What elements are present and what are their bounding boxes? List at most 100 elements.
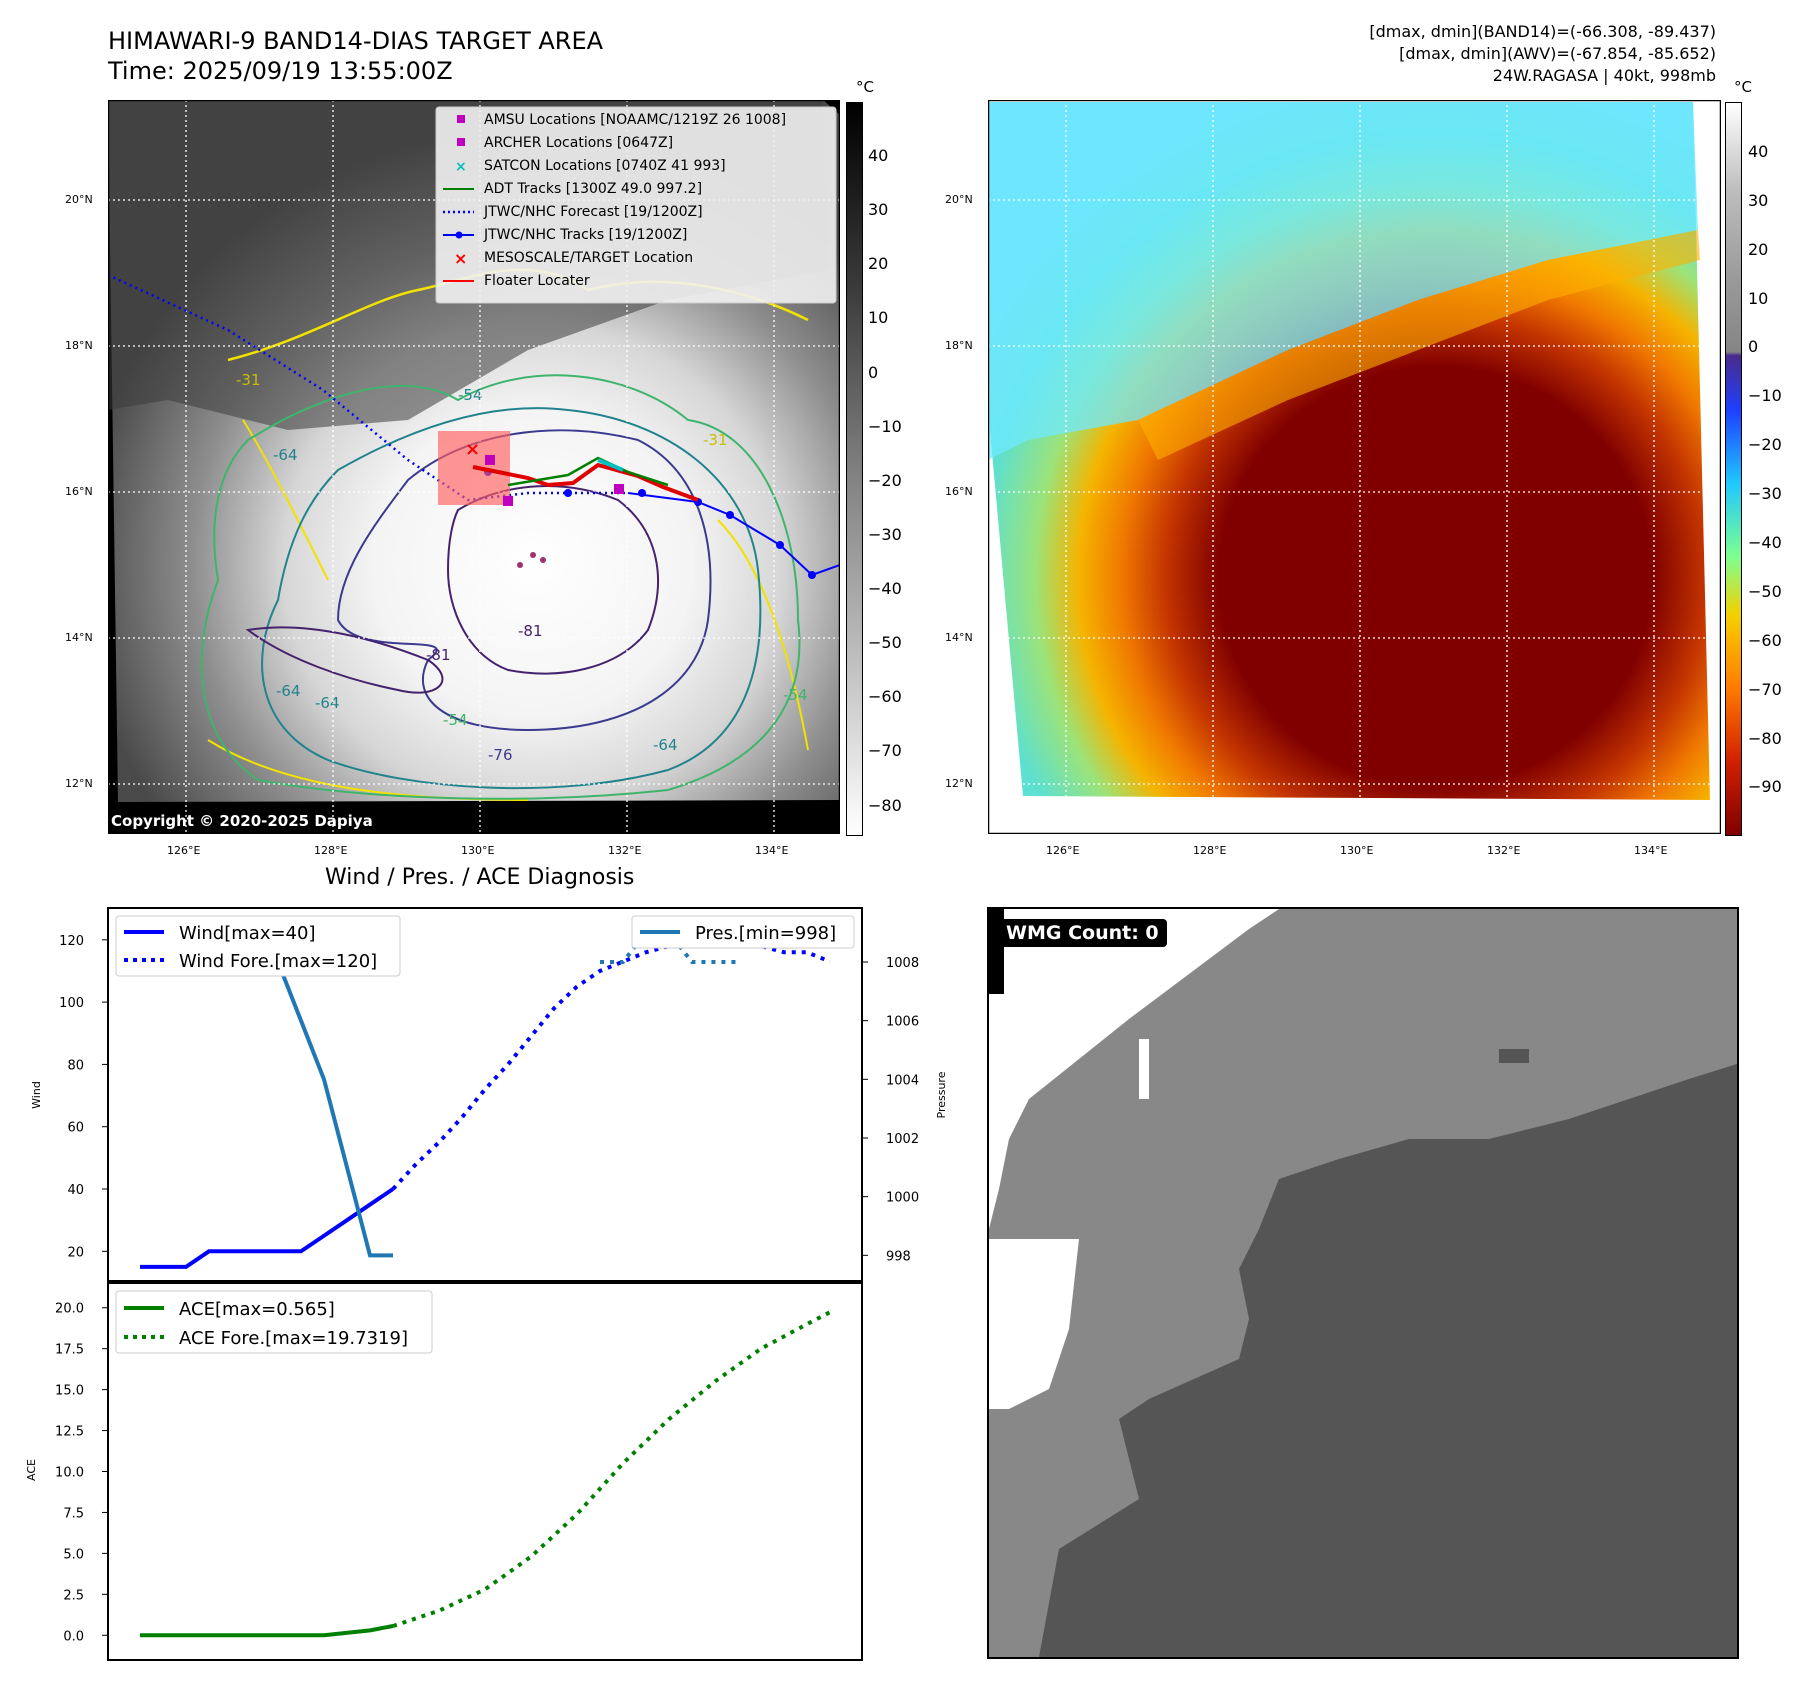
wind-ytick-label: 40 [67,1183,84,1198]
svg-text:-76: -76 [488,746,513,764]
colorbar1-tick: 0 [868,363,879,382]
svg-text:-81: -81 [518,622,543,640]
lat-label: 20°N [945,193,973,206]
svg-text:ARCHER Locations [0647Z]: ARCHER Locations [0647Z] [484,135,673,151]
lat-label: 20°N [65,193,93,206]
ace-ytick-label: 12.5 [55,1425,84,1440]
wind-series-line-2 [138,931,393,1258]
svg-text:ACE[max=0.565]: ACE[max=0.565] [179,1299,335,1320]
svg-text:-31: -31 [703,431,728,449]
pressure-ytick-label: 1008 [886,956,919,971]
band14-range: [dmax, dmin](BAND14)=(-66.308, -89.437) [1369,22,1716,41]
lat-label: 12°N [945,777,973,790]
band14-map-panel: -54 -64 -64 -81 -81 -76 -64 -54 -31 -31 … [107,99,841,835]
storm-info: 24W.RAGASA | 40kt, 998mb [1492,66,1716,85]
svg-text:JTWC/NHC Forecast [19/1200Z]: JTWC/NHC Forecast [19/1200Z] [483,204,703,220]
lat-label: 16°N [65,485,93,498]
small-island [517,552,546,568]
awv-map [987,99,1722,835]
wmg-dark-region [1039,1064,1737,1657]
awv-gridlines [988,100,1721,834]
wind-ylabel: Wind [30,1081,43,1109]
awv-colorbar [1725,102,1742,836]
amsu-marker [485,455,495,465]
legend-archer-square-icon [457,138,465,146]
svg-text:-54: -54 [443,711,468,729]
legend-satcon-x-icon: × [455,159,467,175]
figure-time: Time: 2025/09/19 13:55:00Z [108,57,453,85]
pressure-legend: Pres.[min=998] [631,915,855,949]
pressure-ytick-label: 1002 [886,1132,919,1147]
colorbar1-tick: −80 [868,796,902,815]
colorbar2-tick: −60 [1748,631,1782,650]
lon-label: 130°E [461,844,495,857]
legend-target-x-icon: × [454,249,467,268]
svg-text:-54: -54 [783,686,808,704]
lon-label: 134°E [1634,844,1668,857]
ace-ytick-label: 20.0 [55,1302,84,1317]
colorbar1-tick: −30 [868,525,902,544]
lat-label: 14°N [945,631,973,644]
lon-label: 132°E [608,844,642,857]
svg-text:-81: -81 [426,646,451,664]
wmg-count-badge: WMG Count: 0 [998,919,1167,947]
ace-chart-frame [107,1282,863,1661]
wind-series-line-0 [140,1187,395,1269]
colorbar2-tick: −90 [1748,777,1782,796]
lon-label: 134°E [755,844,789,857]
mesoscale-target-marker: × [465,439,480,460]
svg-text:JTWC/NHC Tracks [19/1200Z]: JTWC/NHC Tracks [19/1200Z] [483,227,687,243]
lon-label: 130°E [1340,844,1374,857]
wmg-white-region [989,909,1279,1229]
colorbar2-tick: −70 [1748,680,1782,699]
lat-label: 18°N [65,339,93,352]
colorbar2-tick: −30 [1748,484,1782,503]
wind-legend: Wind[max=40] Wind Fore.[max=120] [115,915,401,977]
colorbar2-tick: −40 [1748,533,1782,552]
colorbar2-tick: −10 [1748,386,1782,405]
wind-series-line-3 [600,930,738,964]
wmg-image [989,909,1737,1657]
colorbar1-tick: 40 [868,146,889,165]
band14-map: -54 -64 -64 -81 -81 -76 -64 -54 -31 -31 … [107,99,841,835]
svg-text:-64: -64 [276,682,301,700]
wind-ytick-label: 100 [59,996,84,1011]
diagnosis-title: Wind / Pres. / ACE Diagnosis [325,865,635,890]
ace-ytick-label: 5.0 [63,1547,84,1562]
jtwc-forecast-track [108,273,628,502]
lat-label: 12°N [65,777,93,790]
ace-series-line-0 [140,1624,394,1638]
colorbar2-tick: −50 [1748,582,1782,601]
archer-marker [503,496,513,506]
svg-text:ADT Tracks [1300Z 49.0 997.2]: ADT Tracks [1300Z 49.0 997.2] [484,181,702,197]
svg-text:Floater Locater: Floater Locater [484,273,590,289]
figure-title: HIMAWARI-9 BAND14-DIAS TARGET AREA [108,27,604,55]
ace-ytick-label: 10.0 [55,1466,84,1481]
jtwc-track [627,492,840,577]
awv-map-panel [987,99,1722,835]
svg-text:AMSU Locations [NOAAMC/1219Z 2: AMSU Locations [NOAAMC/1219Z 26 1008] [484,112,786,128]
ace-series-line-1 [392,1310,831,1628]
contour-minus81 [446,485,659,675]
wind-ytick-label: 120 [59,934,84,949]
svg-text:Wind[max=40]: Wind[max=40] [179,923,316,944]
wmg-panel [987,907,1739,1659]
colorbar2-tick: 30 [1748,191,1769,210]
svg-text:-64: -64 [273,446,298,464]
svg-text:-54: -54 [458,386,483,404]
colorbar2-unit: °C [1734,78,1752,96]
wind-series-line-1 [391,937,831,1191]
band14-colorbar [846,102,863,836]
pressure-ytick-label: 1006 [886,1015,919,1030]
colorbar1-tick: 30 [868,200,889,219]
contour-minus54 [200,374,801,800]
pressure-ytick-label: 1000 [886,1191,919,1206]
colorbar1-tick: −40 [868,579,902,598]
ace-ytick-label: 2.5 [63,1588,84,1603]
floater-track [472,462,699,502]
colorbar1-tick: −50 [868,633,902,652]
lon-label: 128°E [314,844,348,857]
colorbar1-tick: −10 [868,417,902,436]
svg-text:SATCON Locations [0740Z 41 993: SATCON Locations [0740Z 41 993] [484,158,726,174]
wind-ytick-label: 80 [67,1058,84,1073]
